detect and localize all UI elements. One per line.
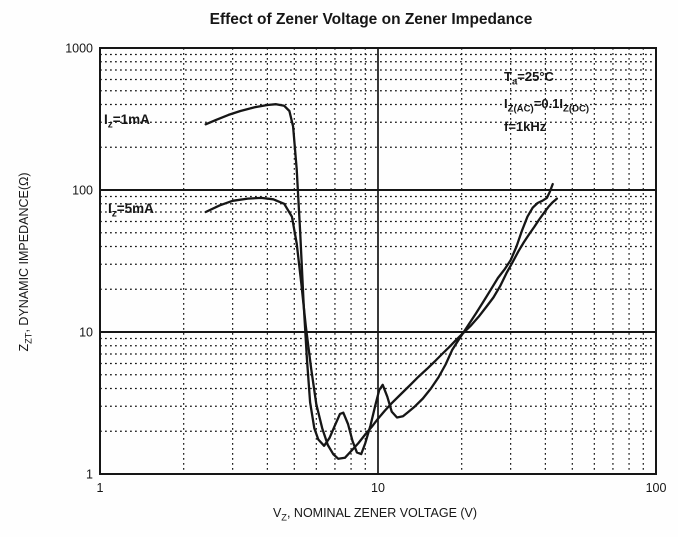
plot-border [99,47,657,475]
condition-line: f=1kHz [504,119,547,134]
conditions-block: Ta=25°C IZ(AC)=0.1IZ(DC) f=1kHz [504,69,589,134]
y-tick-label: 100 [72,184,93,198]
curve-label-iz-1ma: Iz=1mA [104,112,150,131]
condition-line: Ta=25°C [504,69,555,87]
curve-iz-5ma [204,196,559,460]
y-tick-labels: 1 10 100 1000 [65,42,93,482]
curve-label-iz-5ma: Iz=5mA [108,201,154,220]
x-tick-labels: 1 10 100 [97,481,667,495]
curve-iz-1ma [204,103,554,456]
minor-gridlines [100,48,656,474]
x-tick-label: 1 [97,481,104,495]
major-gridlines [100,48,656,474]
curve-labels: Iz=1mA Iz=5mA [104,112,154,220]
y-tick-label: 1000 [65,42,93,56]
y-tick-label: 10 [79,326,93,340]
x-axis-title: VZ, NOMINAL ZENER VOLTAGE (V) [273,506,477,522]
y-tick-label: 1 [86,468,93,482]
chart-title: Effect of Zener Voltage on Zener Impedan… [210,11,533,28]
curves [204,103,559,460]
x-tick-label: 10 [371,481,385,495]
condition-line: IZ(AC)=0.1IZ(DC) [504,96,589,114]
y-axis-title: ZZT, DYNAMIC IMPEDANCE(Ω) [17,172,33,351]
x-tick-label: 100 [646,481,667,495]
